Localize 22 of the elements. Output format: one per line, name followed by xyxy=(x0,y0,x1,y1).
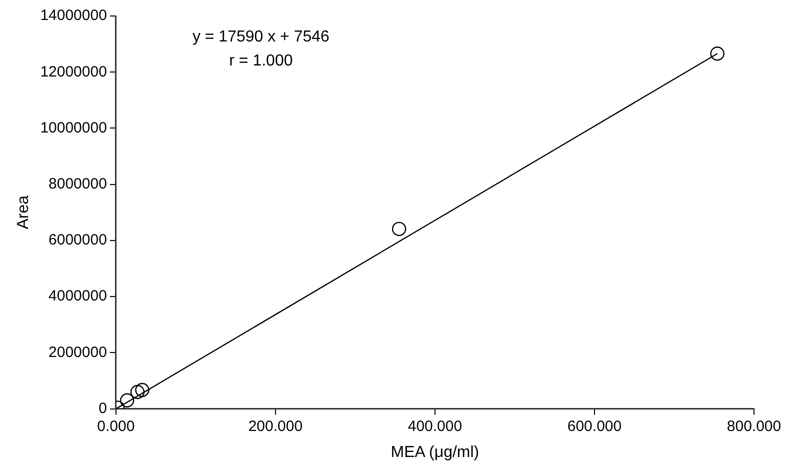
annotation: y = 17590 x + 7546 xyxy=(192,28,330,46)
y-tick-label: 12000000 xyxy=(40,63,107,80)
y-tick-label: 14000000 xyxy=(40,7,107,24)
y-axis-title: Area xyxy=(15,195,32,230)
point xyxy=(392,222,406,236)
point xyxy=(710,46,724,61)
x-tick-label: 400.000 xyxy=(408,418,462,435)
y-tick-label: 4000000 xyxy=(48,288,107,305)
annotation: r = 1.000 xyxy=(229,52,293,70)
y-tick-label: 6000000 xyxy=(48,232,107,249)
y-tick-label: 2000000 xyxy=(48,344,107,361)
x-axis-title: MEA (μg/ml) xyxy=(390,444,480,461)
x-tick-label: 800.000 xyxy=(726,418,782,435)
x-tick-label: 200.000 xyxy=(248,418,303,435)
y-tick-label: 0 xyxy=(98,400,107,417)
point xyxy=(130,384,145,400)
y-tick-label: 10000000 xyxy=(40,119,107,136)
point xyxy=(135,382,150,398)
x-tick-label: 600.000 xyxy=(567,418,622,435)
point xyxy=(120,393,134,408)
y-tick-label: 8000000 xyxy=(48,175,107,192)
x-tick-label: 0.000 xyxy=(97,418,135,435)
